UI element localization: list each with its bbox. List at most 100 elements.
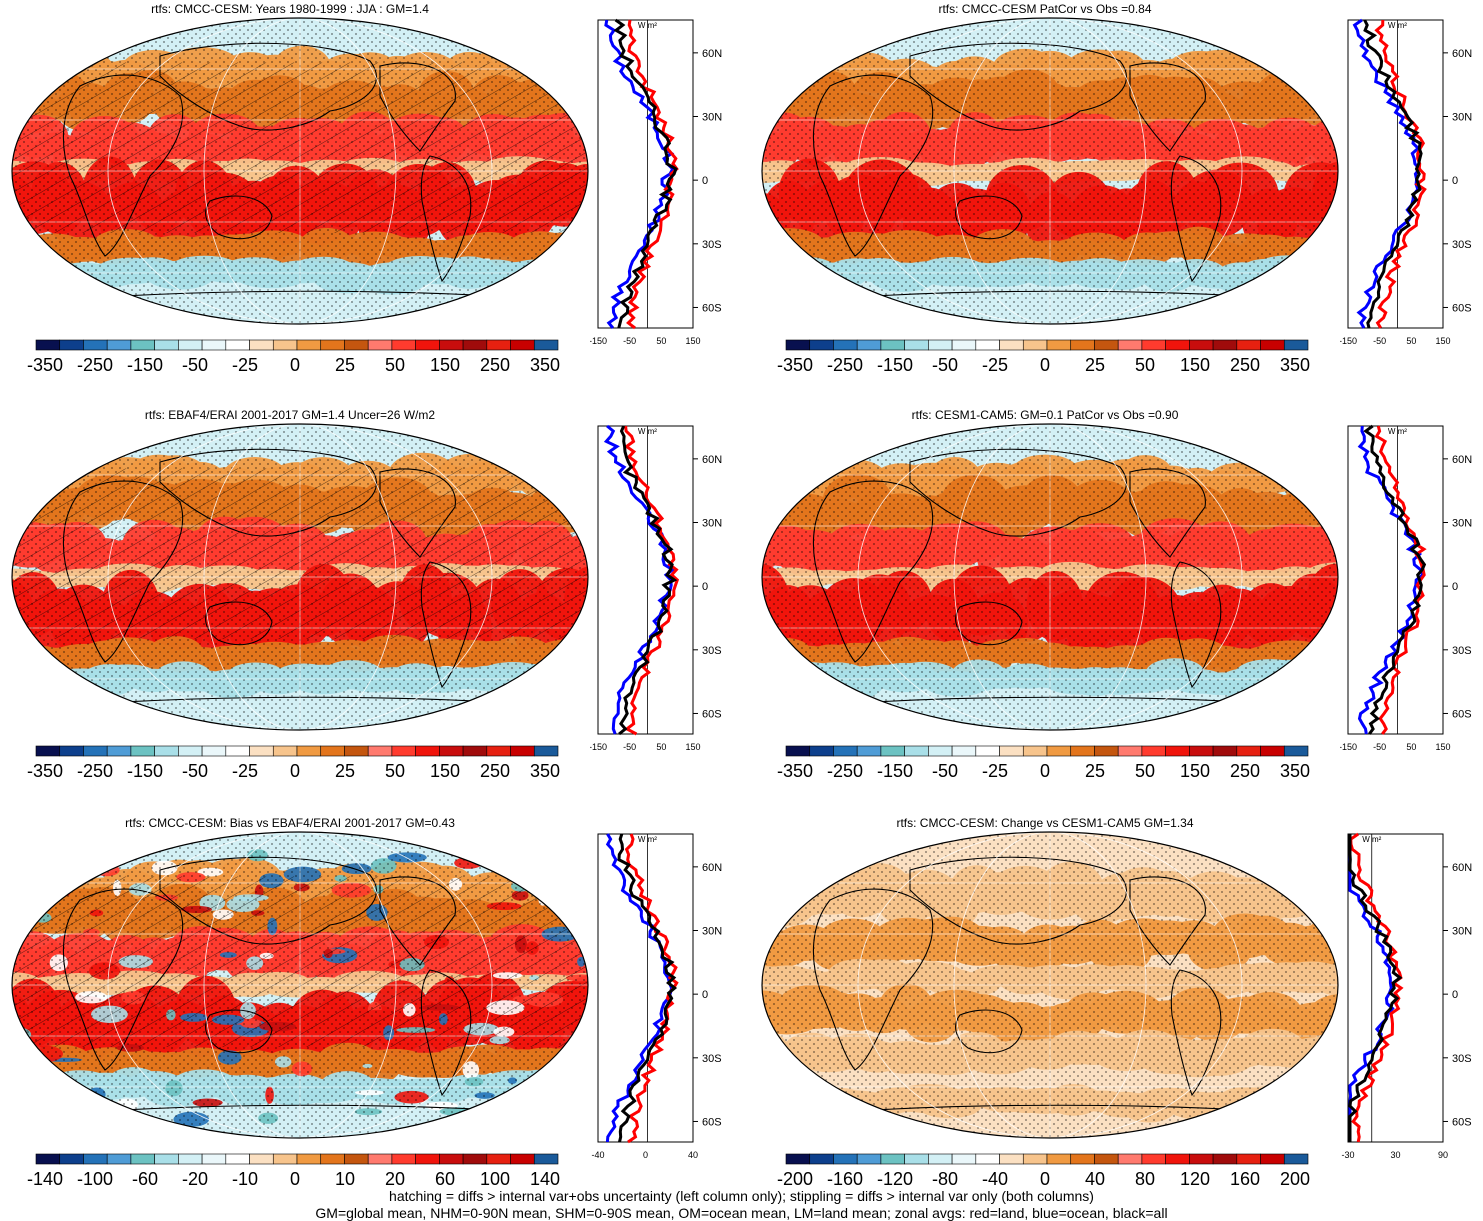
colorbar-swatch — [1094, 745, 1119, 757]
colorbar-swatch — [999, 339, 1024, 351]
colorbar-swatch — [833, 1153, 858, 1165]
colorbar-swatch — [785, 339, 811, 351]
colorbar-tick-label: -100 — [76, 1169, 114, 1189]
lat-tick-label: 30N — [702, 112, 722, 124]
lat-tick-label: 60N — [702, 48, 722, 60]
zonal-x-tick-label: -150 — [590, 742, 607, 750]
lat-tick-label: 30N — [702, 518, 722, 530]
zonal-x-tick-label: -150 — [590, 336, 607, 344]
colorbar-tick-label: 50 — [1134, 355, 1156, 375]
colorbar-swatch — [1260, 745, 1285, 757]
colorbar-swatch — [439, 339, 464, 351]
colorbar-swatch — [1212, 1153, 1238, 1165]
colorbar-swatch — [533, 339, 559, 351]
colorbar-tick-label: -140 — [26, 1169, 64, 1189]
colorbar — [785, 339, 1309, 351]
lat-tick-label: 60S — [1452, 302, 1472, 314]
colorbar-swatch — [975, 1153, 1000, 1165]
colorbar-swatch — [1165, 745, 1190, 757]
colorbar-swatch — [344, 1153, 369, 1165]
colorbar-swatch — [130, 1153, 155, 1165]
colorbar-swatch — [59, 1153, 84, 1165]
colorbar-swatch — [391, 1153, 416, 1165]
colorbar-tick-label: -150 — [126, 761, 164, 781]
colorbar-tick-label: 25 — [1084, 761, 1106, 781]
colorbar-swatch — [1283, 1153, 1309, 1165]
colorbar-swatch — [320, 339, 345, 351]
colorbar-swatch — [130, 339, 155, 351]
zonal-mean-plot: W m² 60N 30N 0 30S 60S -150 -50 50 150 — [1340, 424, 1472, 750]
colorbar-swatch — [83, 745, 108, 757]
colorbar-tick-label: -250 — [826, 355, 864, 375]
colorbar-swatch — [880, 745, 905, 757]
colorbar-swatch — [510, 745, 535, 757]
colorbar-swatch — [35, 339, 61, 351]
colorbar-swatch — [1070, 1153, 1095, 1165]
colorbar-tick-label: 0 — [1039, 761, 1051, 781]
colorbar-swatch — [486, 339, 511, 351]
colorbar-swatch — [1094, 1153, 1119, 1165]
colorbar-swatch — [225, 339, 250, 351]
zonal-mean-plot: W m² 60N 30N 0 30S 60S -150 -50 50 150 — [590, 18, 722, 344]
colorbar-swatch — [178, 1153, 203, 1165]
zonal-mean-plot: W m² 60N 30N 0 30S 60S -40 0 40 — [591, 833, 722, 1158]
colorbar-swatch — [1117, 1153, 1143, 1165]
footer-line-2: GM=global mean, NHM=0-90N mean, SHM=0-90… — [315, 1205, 1168, 1221]
colorbar-tick-label: 10 — [334, 1169, 356, 1189]
colorbar-swatch — [1283, 339, 1309, 351]
lat-tick-label: 30S — [1452, 645, 1472, 657]
colorbar-swatch — [462, 745, 488, 757]
zonal-x-tick-label: 90 — [1438, 1150, 1448, 1158]
colorbar-swatch — [1046, 339, 1072, 351]
colorbar-swatch — [35, 745, 61, 757]
colorbar-tick-label: -50 — [181, 355, 209, 375]
zonal-unit-label: W m² — [1388, 21, 1407, 30]
colorbar-tick-label: -350 — [776, 761, 814, 781]
colorbar-swatch — [1022, 339, 1048, 351]
zonal-x-tick-label: -30 — [1341, 1150, 1354, 1158]
colorbar-tick-label: 350 — [1279, 355, 1311, 375]
colorbar-tick-label: 25 — [1084, 355, 1106, 375]
zonal-x-tick-label: 150 — [685, 336, 700, 344]
zonal-unit-label: W m² — [638, 21, 657, 30]
colorbar-swatch — [225, 1153, 250, 1165]
colorbar-tick-label: 0 — [289, 355, 301, 375]
colorbar-swatch — [272, 339, 298, 351]
colorbar-swatch — [785, 745, 811, 757]
colorbar-tick-label: 120 — [1179, 1169, 1211, 1189]
colorbar-swatch — [1022, 745, 1048, 757]
colorbar-tick-label: -25 — [981, 761, 1009, 781]
land-zonal-line — [1374, 19, 1427, 329]
colorbar-swatch — [1046, 1153, 1072, 1165]
colorbar-swatch — [928, 339, 953, 351]
colorbar-swatch — [296, 1153, 322, 1165]
colorbar-tick-label: -25 — [231, 761, 259, 781]
colorbar-swatch — [106, 1153, 132, 1165]
lat-tick-label: 60N — [702, 862, 722, 874]
colorbar-tick-label: 250 — [1229, 761, 1261, 781]
colorbar-swatch — [35, 1153, 61, 1165]
lat-tick-label: 60S — [702, 302, 722, 314]
colorbar-tick-label: 0 — [289, 761, 301, 781]
colorbar-swatch — [178, 745, 203, 757]
colorbar-swatch — [178, 339, 203, 351]
all-zonal-line — [618, 425, 678, 736]
colorbar-swatch — [928, 1153, 953, 1165]
zonal-mean-plot: W m² 60N 30N 0 30S 60S -30 30 90 — [1341, 832, 1472, 1158]
colorbar-tick-label: -50 — [181, 761, 209, 781]
colorbar-tick-label: 0 — [1039, 355, 1051, 375]
colorbar-tick-label: -50 — [931, 761, 959, 781]
colorbar-tick-label: -25 — [231, 355, 259, 375]
lat-tick-label: 60N — [1452, 454, 1472, 466]
panel-title: rtfs: CMCC-CESM: Years 1980-1999 : JJA :… — [151, 2, 429, 16]
colorbar-swatch — [1189, 1153, 1214, 1165]
colorbar-tick-label: 0 — [289, 1169, 301, 1189]
lat-tick-label: 30S — [1452, 239, 1472, 251]
colorbar-swatch — [1070, 339, 1095, 351]
colorbar-swatch — [415, 339, 440, 351]
colorbar-swatch — [1165, 1153, 1190, 1165]
colorbar-swatch — [130, 745, 155, 757]
lat-tick-label: 30S — [702, 239, 722, 251]
colorbar-swatch — [462, 339, 488, 351]
colorbar-swatch — [1212, 339, 1238, 351]
